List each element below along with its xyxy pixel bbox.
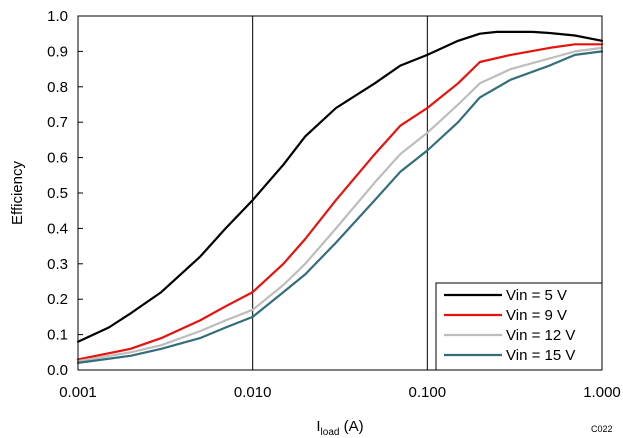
x-tick-labels: 0.001 0.010 0.100 1.000 xyxy=(59,384,621,401)
x-axis-label-main: I xyxy=(316,418,320,435)
series-line-2 xyxy=(76,43,604,361)
x-tick-label: 0.010 xyxy=(234,384,272,401)
y-tick-label: 0.5 xyxy=(47,185,68,202)
legend: Vin = 5 V Vin = 9 V Vin = 12 V Vin = 15 V xyxy=(435,282,603,371)
y-tick-label: 0.2 xyxy=(47,291,68,308)
series-line-1 xyxy=(76,30,604,343)
legend-label: Vin = 15 V xyxy=(506,347,575,364)
series-line-4 xyxy=(76,50,604,364)
y-tick-label: 1.0 xyxy=(47,8,68,25)
legend-label: Vin = 12 V xyxy=(506,327,575,344)
y-tick-label: 0.6 xyxy=(47,150,68,167)
legend-label: Vin = 5 V xyxy=(506,287,567,304)
x-tick-label: 0.100 xyxy=(409,384,447,401)
legend-label: Vin = 9 V xyxy=(506,307,567,324)
y-tick-label: 0.0 xyxy=(47,362,68,379)
grid-lines xyxy=(252,16,428,370)
x-tick-label: 1.000 xyxy=(583,384,621,401)
figure-code: C022 xyxy=(591,424,613,434)
y-tick-label: 0.9 xyxy=(47,43,68,60)
y-tick-label: 0.4 xyxy=(47,220,68,237)
y-tick-label: 0.7 xyxy=(47,114,68,131)
x-axis-label: Iload (A) xyxy=(316,418,363,438)
series-lines xyxy=(76,30,604,364)
legend-items: Vin = 5 V Vin = 9 V Vin = 12 V Vin = 15 V xyxy=(444,287,575,364)
series-line-3 xyxy=(76,46,604,363)
x-axis-label-unit: (A) xyxy=(339,418,363,435)
x-axis-label-subscript: load xyxy=(321,427,340,438)
x-tick-label: 0.001 xyxy=(59,384,97,401)
y-tick-label: 0.8 xyxy=(47,79,68,96)
y-tick-label: 0.1 xyxy=(47,327,68,344)
y-tick-labels: 0.0 0.1 0.2 0.3 0.4 0.5 0.6 0.7 0.8 0.9 1.0 xyxy=(47,8,83,379)
y-axis-label: Efficiency xyxy=(9,161,26,225)
y-tick-label: 0.3 xyxy=(47,256,68,273)
